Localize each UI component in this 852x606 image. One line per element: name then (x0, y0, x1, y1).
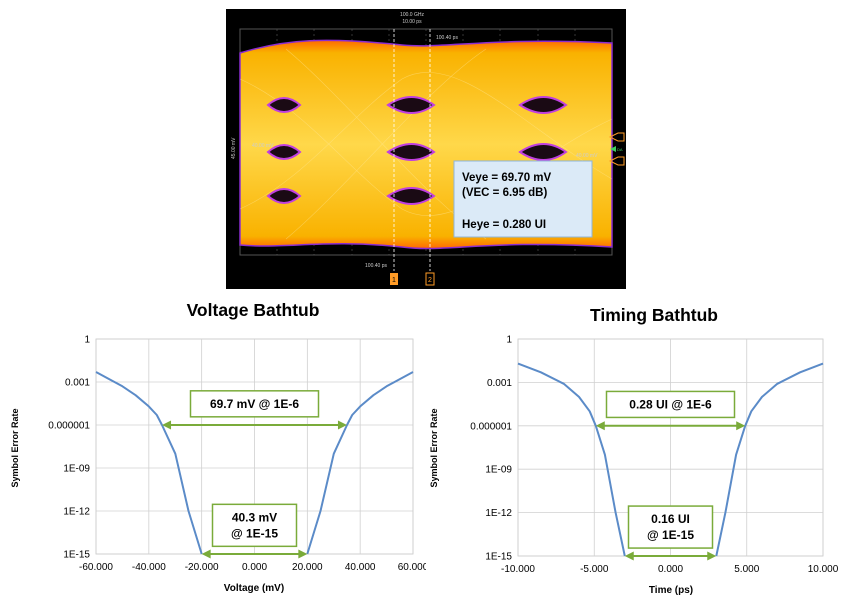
scope-bottom-label: 100.40 ps (365, 263, 387, 269)
y-tick-label: 0.000001 (470, 421, 512, 432)
x-tick-label: 0.000 (242, 562, 267, 573)
x-tick-label: 40.000 (345, 562, 376, 573)
y-tick-label: 1E-12 (63, 507, 90, 518)
eye-opening-annotations: 69.7 mV @ 1E-6 40.3 mV @ 1E-15 (162, 390, 347, 559)
svg-text:2: 2 (428, 277, 432, 284)
chart-title: Timing Bathtub (590, 305, 718, 325)
scope-top-readout-1: 100.0 GHz (400, 12, 424, 18)
bathtub-curve (95, 371, 203, 555)
annotation-box (605, 390, 736, 419)
annotation-label: 0.28 UI @ 1E-6 (629, 397, 712, 411)
scope-right-tag: DA (617, 147, 623, 152)
annotation-label: @ 1E-15 (231, 526, 278, 540)
eye-opening-annotations: 0.28 UI @ 1E-6 0.16 UI @ 1E-15 (595, 390, 746, 561)
annotation: 0.28 UI @ 1E-6 (595, 390, 746, 431)
annotation: 0.16 UI @ 1E-15 (624, 505, 717, 561)
chart-title: Voltage Bathtub (187, 300, 320, 320)
arrow-head-left (201, 549, 211, 559)
bathtub-curve (306, 371, 414, 555)
x-tick-label: -60.000 (79, 562, 113, 573)
x-axis-label: Voltage (mV) (224, 583, 284, 594)
y-axis-ticks: 1 0.001 0.000001 1E-09 1E-12 1E-15 (48, 335, 90, 561)
annotation-label: 40.3 mV (232, 510, 277, 524)
scope-info-box: Veye = 69.70 mV (VEC = 6.95 dB) Heye = 0… (453, 160, 593, 238)
heye-label: Heye = 0.280 UI (462, 219, 546, 231)
y-tick-label: 1E-09 (63, 464, 90, 475)
annotation: 69.7 mV @ 1E-6 (162, 390, 347, 430)
chart-grid (95, 338, 414, 555)
annotation-label: 69.7 mV @ 1E-6 (210, 397, 299, 411)
eye-openings (266, 96, 568, 205)
y-axis-ticks: 1 0.001 0.000001 1E-09 1E-12 1E-15 (470, 335, 512, 563)
scope-marker-label: 100.40 ps (436, 35, 458, 41)
x-tick-label: -40.000 (132, 562, 166, 573)
annotation-box (211, 503, 298, 548)
x-tick-label: 0.000 (658, 564, 683, 575)
x-tick-label: -20.000 (185, 562, 219, 573)
arrow-head-left (624, 551, 634, 561)
y-axis-label: Symbol Error Rate (429, 408, 439, 487)
bathtub-curve (715, 362, 824, 557)
arrow-head-right (736, 421, 746, 431)
x-axis-ticks: -10.000 -5.000 0.000 5.000 10.000 (501, 564, 839, 575)
y-tick-label: 0.000001 (48, 421, 90, 432)
voltage-bathtub-chart: Voltage Bathtub 1 0.001 0.000001 1E-09 1E-12… (10, 300, 426, 594)
scope-ref-label-right: 40.00 mV (576, 153, 598, 159)
bathtub-series (95, 371, 414, 555)
timing-bathtub-chart: Timing Bathtub 10.0010.0000011E-091E-121… (429, 305, 839, 596)
eye-diagram-screenshot: 100.0 GHz 10.00 ps 100.40 ps 100.40 ps 4… (226, 9, 626, 289)
bathtub-curve (517, 362, 626, 557)
y-tick-label: 1E-12 (485, 508, 512, 519)
scope-top-readout-2: 10.00 ps (402, 19, 422, 25)
x-tick-label: 5.000 (734, 564, 759, 575)
y-tick-label: 1 (506, 335, 512, 346)
vec-label: (VEC = 6.95 dB) (462, 187, 547, 199)
x-tick-label: 20.000 (292, 562, 323, 573)
y-tick-label: 0.001 (487, 378, 512, 389)
arrow-head-right (707, 551, 717, 561)
y-tick-label: 1E-15 (63, 550, 90, 561)
x-tick-label: -5.000 (580, 564, 609, 575)
scope-marker-1[interactable]: 1 (390, 273, 398, 285)
annotation: 40.3 mV @ 1E-15 (201, 503, 308, 559)
arrow-head-right (298, 549, 308, 559)
x-tick-label: 10.000 (808, 564, 839, 575)
veye-label: Veye = 69.70 mV (462, 172, 552, 184)
scope-left-axis-label: 45.00 mV (231, 137, 237, 159)
x-axis-label: Time (ps) (649, 585, 693, 596)
svg-text:1: 1 (392, 277, 396, 284)
scope-ref-label-left: 40.00 mV (252, 143, 274, 149)
annotation-label: 0.16 UI (651, 512, 690, 526)
scope-right-markers[interactable]: DA (608, 132, 625, 166)
y-tick-label: 1 (84, 335, 90, 346)
y-tick-label: 1E-15 (485, 552, 512, 563)
arrow-head-left (595, 421, 605, 431)
arrow-head-right (337, 420, 347, 430)
x-axis-ticks: -60.000 -40.000 -20.000 0.000 20.000 40.000 60… (79, 562, 426, 573)
annotation-box (627, 505, 714, 549)
y-tick-label: 0.001 (65, 378, 90, 389)
bathtub-series (517, 362, 824, 557)
y-tick-label: 1E-09 (485, 465, 512, 476)
x-tick-label: -10.000 (501, 564, 535, 575)
y-axis-label: Symbol Error Rate (10, 408, 20, 487)
annotation-label: @ 1E-15 (647, 528, 694, 542)
x-tick-label: 60.000 (398, 562, 426, 573)
arrow-head-left (162, 420, 172, 430)
scope-marker-2[interactable]: 2 (425, 272, 435, 286)
annotation-box (189, 390, 320, 418)
